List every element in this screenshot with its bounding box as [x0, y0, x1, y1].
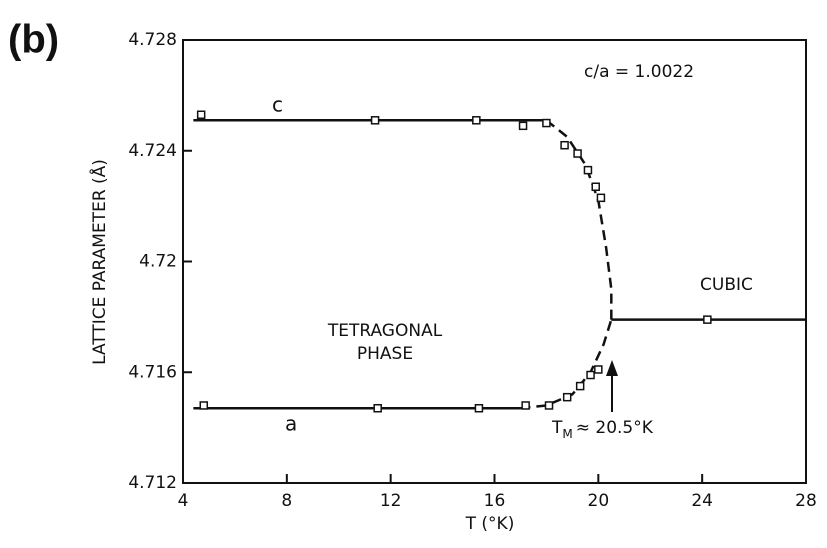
data-point [370, 116, 380, 125]
data-point [544, 401, 554, 410]
data-point [575, 381, 585, 391]
data-point [594, 365, 603, 374]
data-point [560, 140, 569, 150]
x-axis-label: T (°K) [465, 514, 515, 534]
x-tick-label: 4 [178, 491, 189, 511]
x-tick-label: 24 [691, 491, 713, 511]
data-point [474, 403, 484, 413]
data-point [196, 110, 206, 120]
y-tick-label: 4.712 [128, 473, 177, 493]
data-point [542, 118, 551, 128]
data-point [518, 121, 528, 131]
data-point [583, 165, 593, 175]
x-tick-label: 16 [484, 491, 506, 511]
data-point [703, 315, 712, 324]
x-tick-label: 20 [588, 491, 610, 511]
series-label: a [285, 412, 297, 436]
series-label: CUBIC [700, 275, 753, 295]
data-point [199, 401, 209, 410]
panel-label: (b) [8, 18, 59, 62]
tm-arrowhead [606, 360, 618, 376]
data-point [562, 392, 572, 402]
data-point [596, 193, 606, 203]
y-tick-label: 4.72 [139, 252, 177, 272]
series-label: c [272, 93, 283, 117]
y-axis-label: LATTICE PARAMETER (Å) [88, 159, 110, 365]
x-tick-label: 8 [281, 491, 292, 511]
y-tick-label: 4.716 [128, 362, 177, 382]
y-tick-label: 4.728 [128, 30, 177, 50]
data-point [472, 116, 481, 125]
phase-annotation: PHASE [357, 344, 413, 364]
tm-annotation: TM ≈ 20.5°K [551, 418, 654, 441]
data-point [373, 403, 382, 413]
phase-annotation: TETRAGONAL [327, 321, 443, 341]
data-point [521, 401, 530, 410]
ratio-annotation: c/a = 1.0022 [584, 62, 694, 82]
data-point [573, 149, 582, 158]
x-tick-label: 28 [795, 491, 817, 511]
x-tick-label: 12 [380, 491, 402, 511]
data-point [586, 370, 595, 380]
data-point [591, 182, 600, 191]
y-tick-label: 4.724 [128, 141, 177, 161]
